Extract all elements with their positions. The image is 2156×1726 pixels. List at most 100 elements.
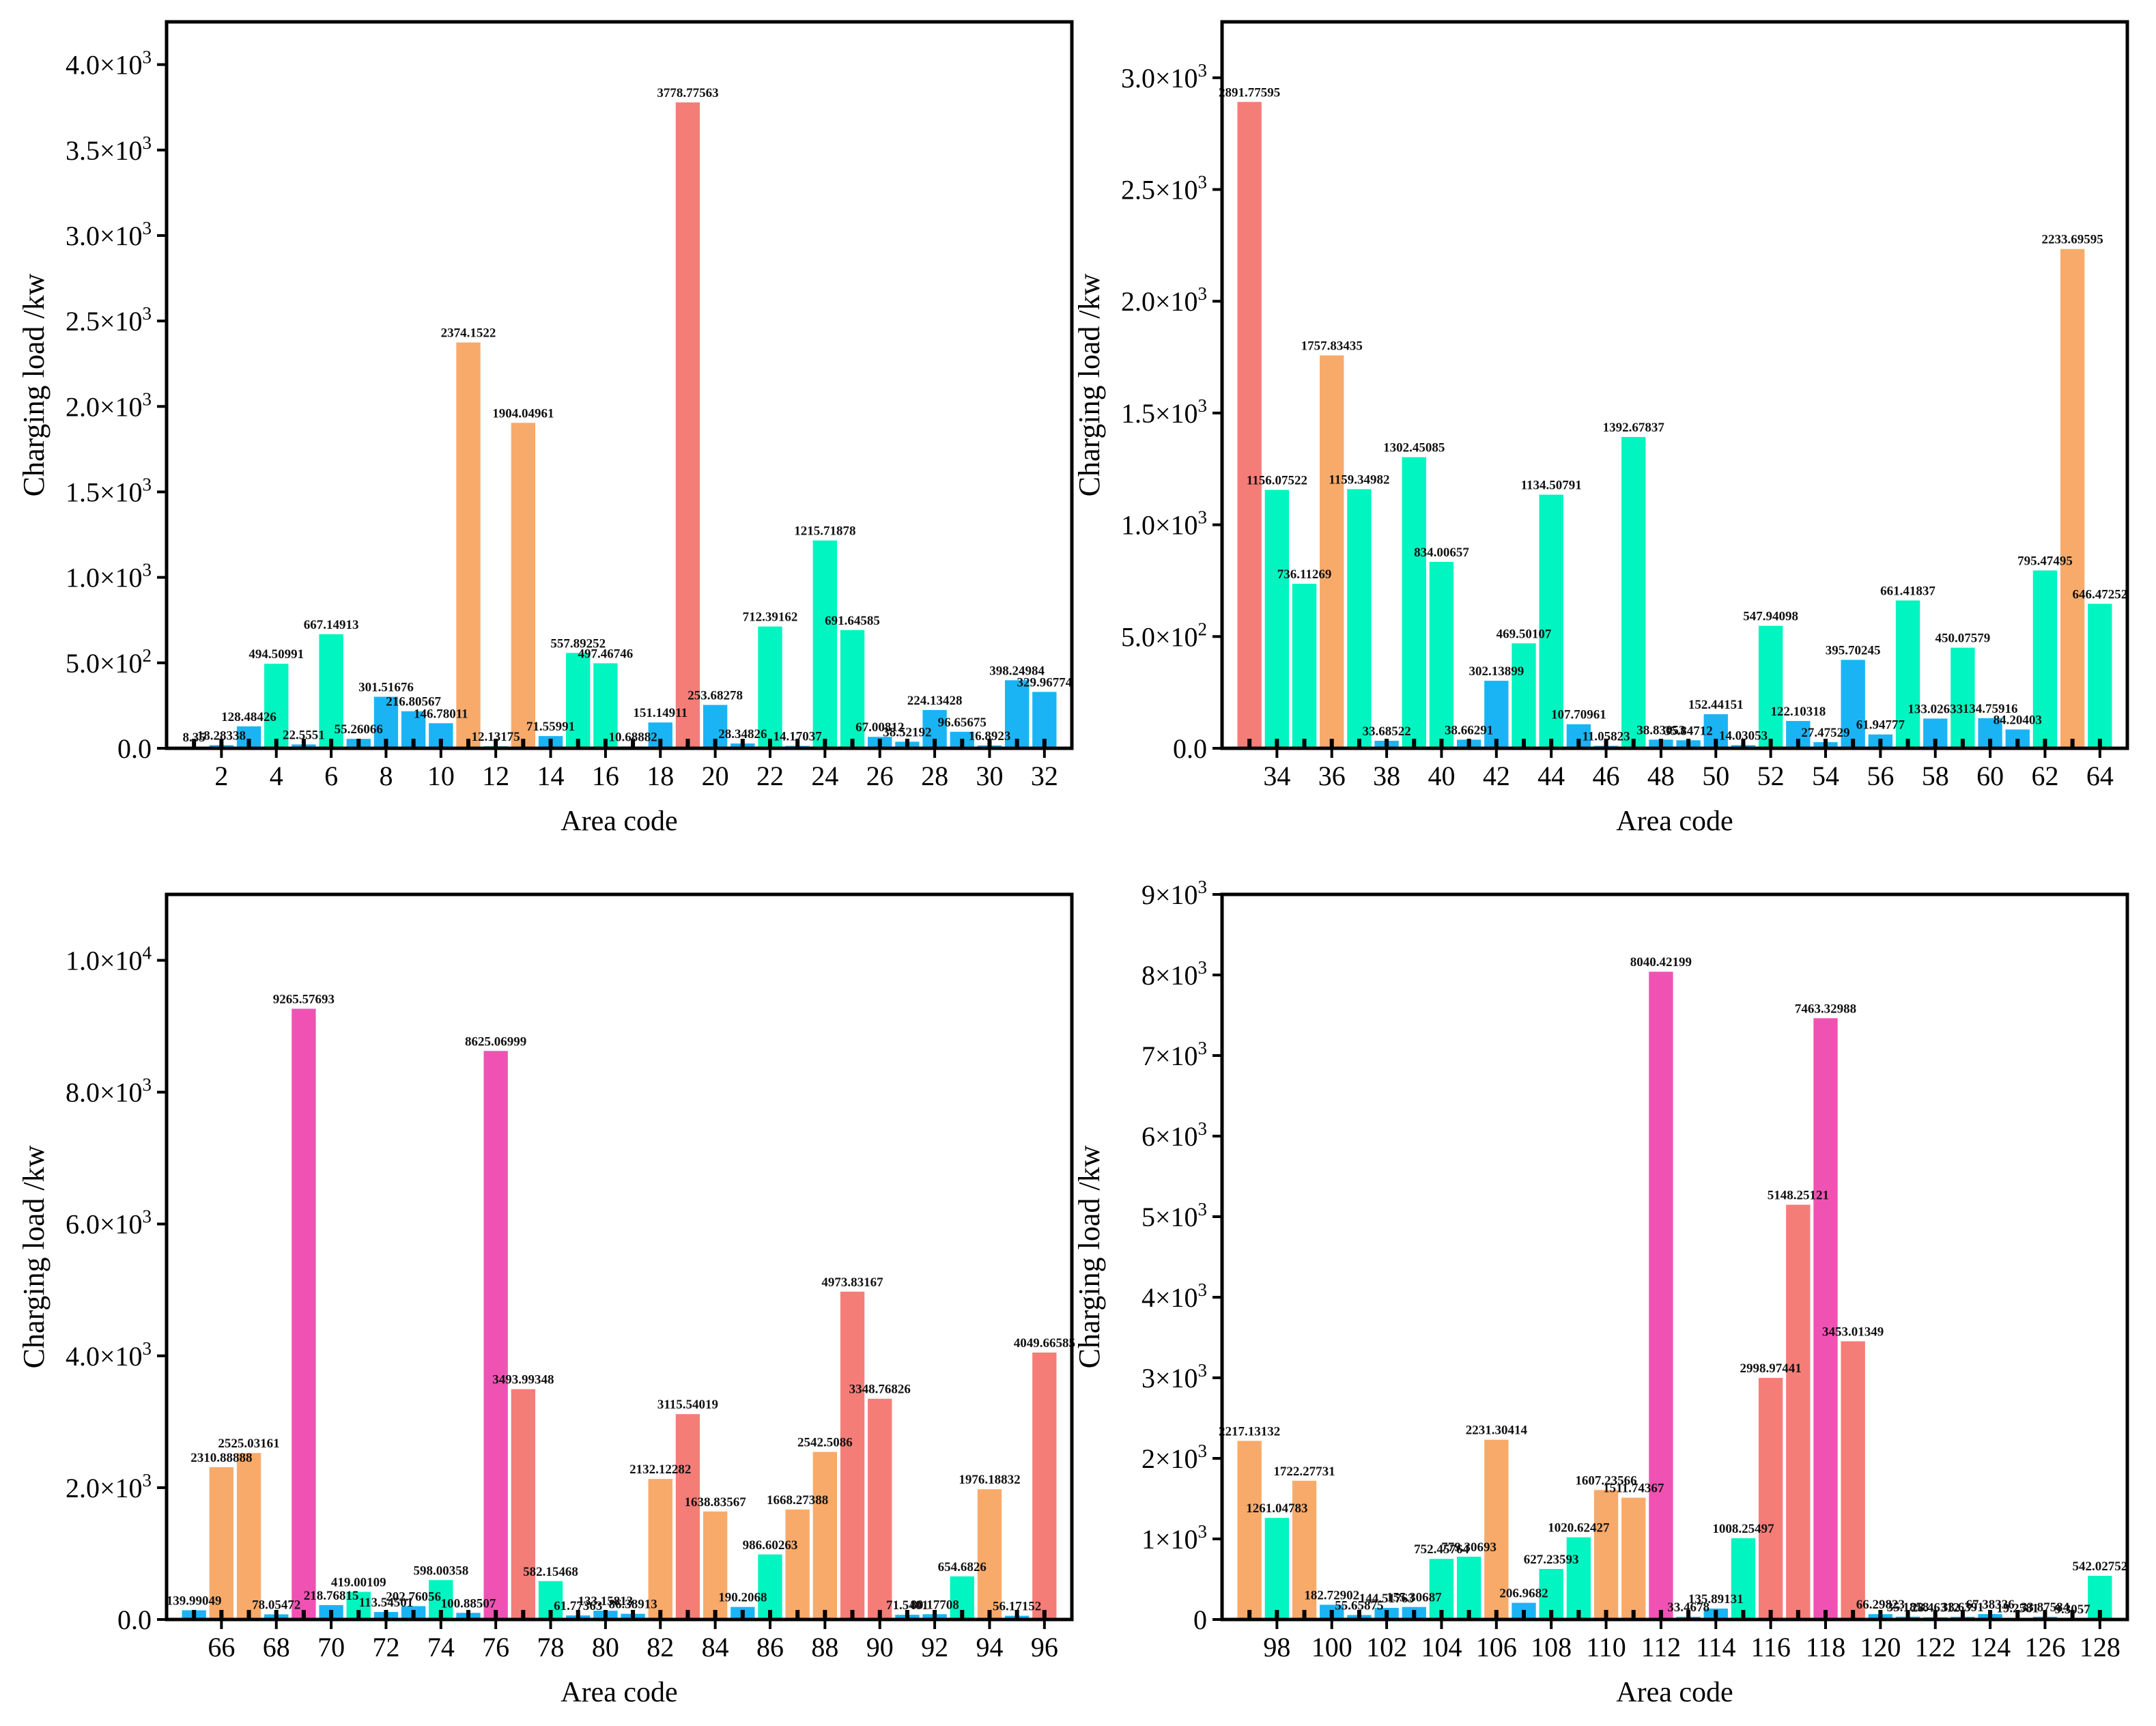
bar-area-117 [1786,1204,1811,1619]
data-label-1: 8.35 [183,731,205,745]
y-tick-label: 2.5×103 [1121,172,1207,206]
x-tick-label: 98 [1263,1632,1290,1663]
bar-area-66 [209,1467,234,1619]
data-label-31: 398.24984 [989,664,1045,678]
bar-marker-122 [1933,1610,1938,1619]
data-label-2: 18.28338 [197,728,246,743]
data-label-12: 12.13175 [472,730,520,744]
bar-area-77 [511,1389,536,1619]
x-tick-label: 66 [208,1632,235,1663]
x-tick-label: 74 [427,1632,455,1663]
bar-marker-47 [1631,739,1636,748]
bar-marker-92 [933,1610,937,1619]
data-label-77: 3493.99348 [492,1373,554,1387]
bar-marker-107 [1522,1610,1526,1619]
bar-marker-102 [1385,1610,1389,1619]
bar-marker-76 [494,1610,498,1619]
bar-area-89 [840,1291,865,1619]
x-tick-label: 84 [702,1632,729,1663]
data-label-82: 2132.12282 [629,1462,691,1477]
x-tick-label: 86 [756,1632,784,1663]
bar-area-22 [758,626,782,748]
data-label-76: 8625.06999 [465,1034,526,1049]
x-tick-label: 72 [372,1632,399,1663]
bar-area-98 [1264,1518,1290,1619]
data-label-75: 100.88507 [441,1596,496,1611]
data-label-17: 10.68882 [608,730,657,744]
y-tick-label: 1.5×103 [1121,395,1207,429]
data-label-10: 146.78011 [414,707,468,721]
data-label-55: 395.70245 [1826,643,1881,657]
x-tick-label: 80 [592,1632,619,1663]
bar-area-118 [1813,1018,1838,1619]
bar-marker-26 [877,739,882,748]
x-tick-label: 26 [866,761,894,791]
data-label-25: 691.64585 [825,614,880,628]
x-tick-label: 36 [1318,761,1346,791]
data-label-87: 1668.27388 [767,1493,828,1508]
bar-marker-87 [795,1610,800,1619]
data-label-33: 2891.77595 [1219,85,1280,100]
bar-marker-5 [301,739,306,748]
y-tick-label: 0.0 [117,733,152,764]
bar-marker-69 [301,1610,306,1619]
bar-marker-9 [411,739,416,748]
y-axis-title: Charging load /kw [17,273,51,496]
x-tick-label: 16 [592,761,619,791]
data-label-115: 1008.25497 [1712,1522,1774,1536]
data-label-64: 646.47252 [2072,587,2127,602]
data-label-70: 218.76815 [304,1589,359,1603]
bar-area-84 [703,1511,728,1619]
x-tick-label: 12 [482,761,509,791]
x-tick-label: 42 [1483,761,1510,791]
data-label-6: 667.14913 [304,618,359,632]
data-label-26: 67.00812 [855,720,904,735]
bar-marker-94 [987,1610,992,1619]
bar-area-96 [1032,1353,1057,1619]
x-tick-label: 40 [1428,761,1455,791]
x-tick-label: 6 [324,761,338,791]
data-label-91: 71.5401 [886,1598,928,1613]
data-label-69: 9265.57693 [273,992,335,1006]
bar-marker-45 [1576,739,1581,748]
data-label-109: 1020.62427 [1548,1521,1610,1536]
y-tick-label: 1.0×103 [1121,507,1207,541]
data-label-44: 1134.50791 [1521,479,1582,493]
bar-marker-124 [1988,1610,1993,1619]
x-tick-label: 32 [1031,761,1058,791]
bar-marker-61 [2015,739,2020,748]
bar-area-88 [812,1452,838,1619]
x-tick-label: 62 [2031,761,2058,791]
bar-marker-125 [2015,1610,2020,1619]
y-axis-title: Charging load /kw [17,1145,51,1368]
bar-marker-58 [1933,739,1938,748]
bar-marker-120 [1878,1610,1883,1619]
bar-marker-10 [438,739,443,748]
data-label-43: 469.50107 [1497,627,1552,641]
bar-area-36 [1320,355,1344,748]
x-axis-title: Area code [1616,806,1733,837]
bar-marker-81 [631,1610,636,1619]
bar-marker-19 [685,739,690,748]
bar-marker-101 [1357,1610,1361,1619]
data-label-60: 134.75916 [1963,702,2018,716]
x-tick-label: 44 [1537,761,1565,791]
bar-marker-99 [1302,1610,1307,1619]
data-label-92: 80.17708 [910,1598,959,1612]
y-tick-label: 7×103 [1141,1038,1207,1071]
data-label-23: 14.17037 [774,729,823,744]
data-label-103: 155.30687 [1387,1591,1442,1605]
data-label-128: 542.02752 [2072,1559,2127,1574]
bar-area-94 [977,1489,1002,1619]
data-label-110: 1607.23566 [1575,1473,1636,1488]
bar-area-33 [1237,102,1262,748]
data-label-123: 33.6391 [1942,1600,1984,1615]
y-tick-label: 0 [1193,1604,1207,1635]
bar-marker-73 [411,1610,416,1619]
x-tick-label: 108 [1531,1632,1572,1663]
data-label-113: 33.4678 [1667,1600,1710,1615]
data-label-18: 151.14911 [633,706,687,720]
y-tick-label: 1×103 [1141,1521,1207,1555]
bar-area-44 [1539,494,1563,748]
